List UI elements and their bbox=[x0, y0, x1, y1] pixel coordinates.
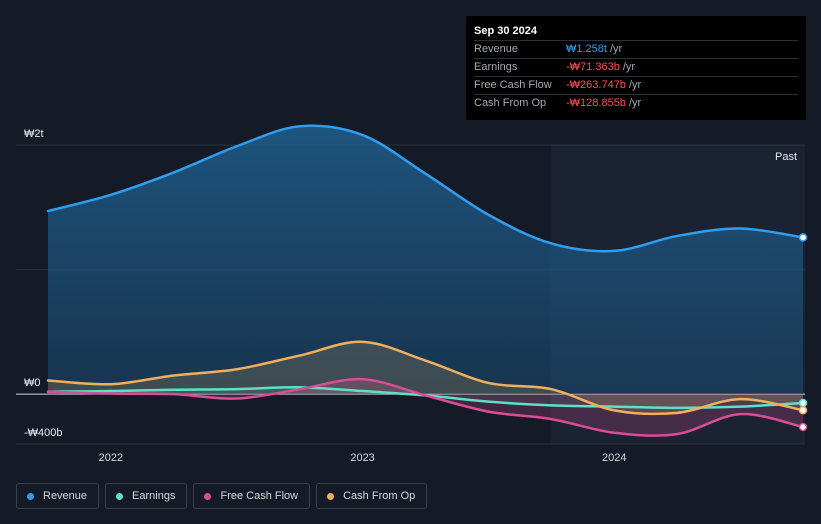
area-revenue bbox=[48, 125, 803, 395]
line-cash-from-op bbox=[46, 340, 805, 416]
tooltip-suffix: /yr bbox=[628, 79, 642, 91]
line-revenue bbox=[46, 124, 805, 253]
x-tick-label: 2023 bbox=[350, 452, 374, 464]
tooltip-suffix: /yr bbox=[622, 61, 636, 73]
point-revenue-latest bbox=[798, 233, 808, 242]
tooltip: Sep 30 2024 Revenue ₩1.258t/yr Earnings -₩7… bbox=[466, 16, 806, 120]
legend-item-free-cash-flow[interactable]: Free Cash Flow bbox=[193, 483, 311, 509]
legend-item-cash-from-op[interactable]: Cash From Op bbox=[316, 483, 428, 509]
past-label: Past bbox=[775, 151, 797, 163]
tooltip-suffix: /yr bbox=[628, 97, 642, 109]
legend-item-revenue[interactable]: Revenue bbox=[16, 483, 100, 509]
line-free-cash-flow bbox=[46, 377, 805, 437]
area-earnings bbox=[48, 387, 803, 408]
point-free-cash-flow-latest bbox=[798, 422, 808, 432]
legend-label: Free Cash Flow bbox=[220, 490, 299, 502]
legend-item-earnings[interactable]: Earnings bbox=[105, 483, 188, 509]
tooltip-label: Cash From Op bbox=[474, 97, 547, 109]
legend-label: Earnings bbox=[132, 490, 176, 502]
tooltip-value: -₩71.363b bbox=[566, 61, 620, 73]
y-tick-label: ₩0 bbox=[24, 377, 41, 389]
y-tick-label: ₩2t bbox=[24, 128, 44, 140]
legend: Revenue Earnings Free Cash Flow Cash From O… bbox=[16, 483, 428, 509]
x-tick-label: 2024 bbox=[602, 452, 626, 464]
legend-dot-icon bbox=[27, 492, 34, 500]
tooltip-label: Revenue bbox=[474, 43, 519, 55]
tooltip-row-cash-from-op: Cash From Op -₩128.855b/yr bbox=[474, 95, 798, 112]
tooltip-date: Sep 30 2024 bbox=[474, 24, 798, 41]
legend-label: Cash From Op bbox=[343, 490, 416, 502]
legend-dot-icon bbox=[204, 492, 212, 500]
y-tick-label: -₩400b bbox=[24, 427, 63, 439]
tooltip-row-earnings: Earnings -₩71.363b/yr bbox=[474, 59, 798, 77]
point-earnings-latest bbox=[798, 398, 808, 408]
tooltip-value: ₩1.258t bbox=[566, 43, 607, 55]
tooltip-label: Earnings bbox=[474, 61, 518, 73]
legend-dot-icon bbox=[327, 492, 335, 500]
area-cash-from-op bbox=[48, 341, 803, 414]
tooltip-value: -₩263.747b bbox=[566, 79, 626, 91]
tooltip-row-revenue: Revenue ₩1.258t/yr bbox=[474, 41, 798, 59]
area-free-cash-flow bbox=[48, 379, 803, 436]
tooltip-label: Free Cash Flow bbox=[474, 79, 552, 91]
legend-dot-icon bbox=[116, 492, 124, 500]
point-cash-from-op-latest bbox=[798, 405, 808, 415]
legend-label: Revenue bbox=[43, 490, 88, 502]
tooltip-suffix: /yr bbox=[609, 43, 623, 55]
tooltip-value: -₩128.855b bbox=[566, 97, 626, 109]
x-tick-label: 2022 bbox=[99, 452, 123, 464]
tooltip-row-free-cash-flow: Free Cash Flow -₩263.747b/yr bbox=[474, 77, 798, 95]
